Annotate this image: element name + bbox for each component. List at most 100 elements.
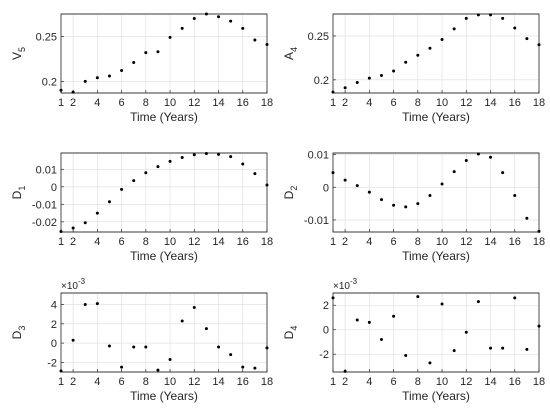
data-point: [367, 320, 371, 324]
data-point: [537, 324, 541, 328]
data-point: [83, 221, 87, 225]
data-point: [107, 344, 111, 348]
y-axis-label: D1: [10, 186, 27, 200]
x-tick-label: 6: [391, 236, 397, 248]
data-point: [489, 13, 493, 17]
data-point: [404, 60, 408, 64]
data-point: [144, 171, 148, 175]
data-point: [192, 305, 196, 309]
y-axis-label-subscript: 5: [17, 47, 27, 52]
axes-box: [332, 292, 540, 373]
data-point: [343, 86, 347, 90]
y-tick-label: 0.25: [308, 31, 329, 43]
x-tick-label: 4: [366, 97, 372, 109]
x-tick-label: 16: [509, 97, 521, 109]
axes-box: [60, 292, 268, 373]
y-tick-label: -2: [47, 357, 57, 369]
y-tick-label: 0: [323, 182, 329, 194]
data-point: [525, 37, 529, 41]
x-tick-label: 2: [70, 97, 76, 109]
plot-area: [332, 152, 540, 233]
data-point: [464, 330, 468, 334]
x-tick-label: 8: [415, 376, 421, 388]
x-tick-label: 12: [188, 376, 200, 388]
y-exponent-base: ×10: [61, 281, 78, 292]
data-point: [265, 183, 269, 187]
x-tick-label: 1: [330, 236, 336, 248]
data-point: [217, 15, 221, 19]
data-point: [229, 353, 233, 357]
data-point: [156, 165, 160, 169]
x-tick-label: 10: [436, 376, 448, 388]
x-tick-label: 4: [94, 236, 100, 248]
y-tick-label: 0: [51, 338, 57, 350]
data-point: [168, 159, 172, 163]
y-exponent-power: -3: [78, 277, 86, 286]
x-tick-label: 14: [484, 97, 496, 109]
data-point: [217, 345, 221, 349]
data-point: [343, 369, 347, 373]
data-point: [464, 16, 468, 20]
x-tick-label: 6: [391, 376, 397, 388]
data-point: [168, 357, 172, 361]
data-point: [265, 43, 269, 47]
data-point: [367, 76, 371, 80]
data-point: [501, 16, 505, 20]
data-point: [156, 50, 160, 54]
data-point: [476, 300, 480, 304]
data-point: [501, 171, 505, 175]
x-axis-label: Time (Years): [130, 110, 198, 124]
data-point: [180, 26, 184, 30]
data-point: [217, 152, 221, 156]
data-point: [355, 184, 359, 188]
x-axis-label: Time (Years): [130, 249, 198, 263]
data-point: [404, 353, 408, 357]
panel-v5: 1 2 4 6 8 10 12 14 16 18 0.2 0.25 Time (Years) V5: [10, 12, 273, 124]
data-point: [392, 314, 396, 318]
x-axis-label: Time (Years): [402, 249, 470, 263]
x-tick-label: 8: [415, 97, 421, 109]
x-tick-label: 16: [237, 236, 249, 248]
data-point: [59, 88, 63, 92]
y-axis-label-subscript: 2: [289, 186, 299, 191]
data-point: [404, 205, 408, 209]
data-point: [241, 365, 245, 369]
data-point: [132, 345, 136, 349]
y-axis-label-main: D: [282, 330, 296, 339]
data-point: [241, 162, 245, 166]
data-point: [476, 152, 480, 156]
data-point: [204, 12, 208, 16]
plot-area: [332, 13, 540, 94]
x-axis-label: Time (Years): [130, 389, 198, 403]
plot-area: [60, 152, 268, 233]
plot-area: [332, 292, 540, 373]
data-point: [513, 193, 517, 197]
axes-box: [332, 13, 540, 94]
y-axis-label: V5: [10, 47, 27, 60]
x-tick-label: 12: [188, 236, 200, 248]
x-tick-label: 16: [509, 236, 521, 248]
data-point: [428, 361, 432, 365]
data-point: [343, 178, 347, 182]
y-axis-label: D3: [10, 326, 27, 340]
x-tick-label: 18: [533, 376, 545, 388]
data-point: [265, 346, 269, 350]
data-point: [156, 368, 160, 372]
x-tick-label: 14: [212, 97, 224, 109]
data-point: [392, 69, 396, 73]
data-point: [120, 365, 124, 369]
data-point: [367, 190, 371, 194]
x-tick-label: 2: [70, 236, 76, 248]
y-tick-label: 0.25: [36, 31, 57, 43]
x-tick-label: 4: [366, 236, 372, 248]
data-point: [440, 182, 444, 186]
x-axis-label: Time (Years): [402, 389, 470, 403]
data-point: [120, 187, 124, 191]
x-tick-label: 2: [342, 236, 348, 248]
data-point: [476, 13, 480, 17]
data-point: [241, 26, 245, 30]
data-point: [180, 156, 184, 160]
